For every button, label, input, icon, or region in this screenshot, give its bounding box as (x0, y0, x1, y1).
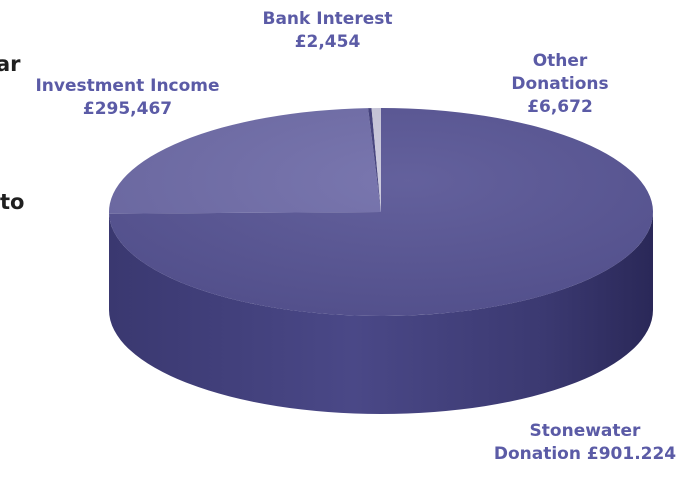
cropped-text-top: ar (0, 52, 21, 76)
label-stonewater-donation: Stonewater Donation £901.224 (490, 420, 680, 466)
pie-side-surface (109, 212, 653, 414)
pie-top-shading (109, 108, 653, 316)
label-investment-income-value: £295,467 (82, 99, 173, 119)
label-other-donations-line1: Other (532, 51, 588, 71)
label-bank-interest: Bank Interest £2,454 (240, 8, 415, 54)
label-other-donations-value: £6,672 (527, 97, 593, 117)
label-other-donations-line2: Donations (511, 74, 609, 94)
pie-side-wall (109, 212, 653, 414)
cropped-text-middle: to (0, 190, 25, 214)
label-stonewater-name: Stonewater (529, 421, 641, 441)
label-investment-income-name: Investment Income (35, 76, 220, 96)
label-bank-interest-value: £2,454 (294, 32, 361, 52)
label-stonewater-value: Donation £901.224 (493, 444, 677, 464)
label-bank-interest-name: Bank Interest (262, 9, 393, 29)
label-investment-income: Investment Income £295,467 (5, 75, 250, 121)
label-other-donations: Other Donations £6,672 (490, 50, 630, 119)
